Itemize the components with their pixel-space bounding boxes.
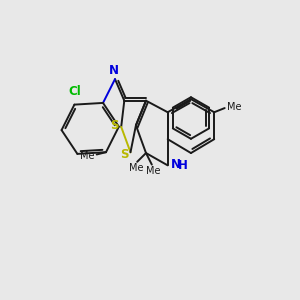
Text: Me: Me <box>80 151 95 160</box>
Text: S: S <box>120 148 128 161</box>
Text: N: N <box>171 158 181 171</box>
Text: S: S <box>110 118 118 131</box>
Text: Me: Me <box>129 163 143 173</box>
Text: N: N <box>109 64 119 77</box>
Text: Me: Me <box>146 166 161 176</box>
Text: Me: Me <box>227 102 242 112</box>
Text: Cl: Cl <box>69 85 82 98</box>
Text: H: H <box>178 159 188 172</box>
